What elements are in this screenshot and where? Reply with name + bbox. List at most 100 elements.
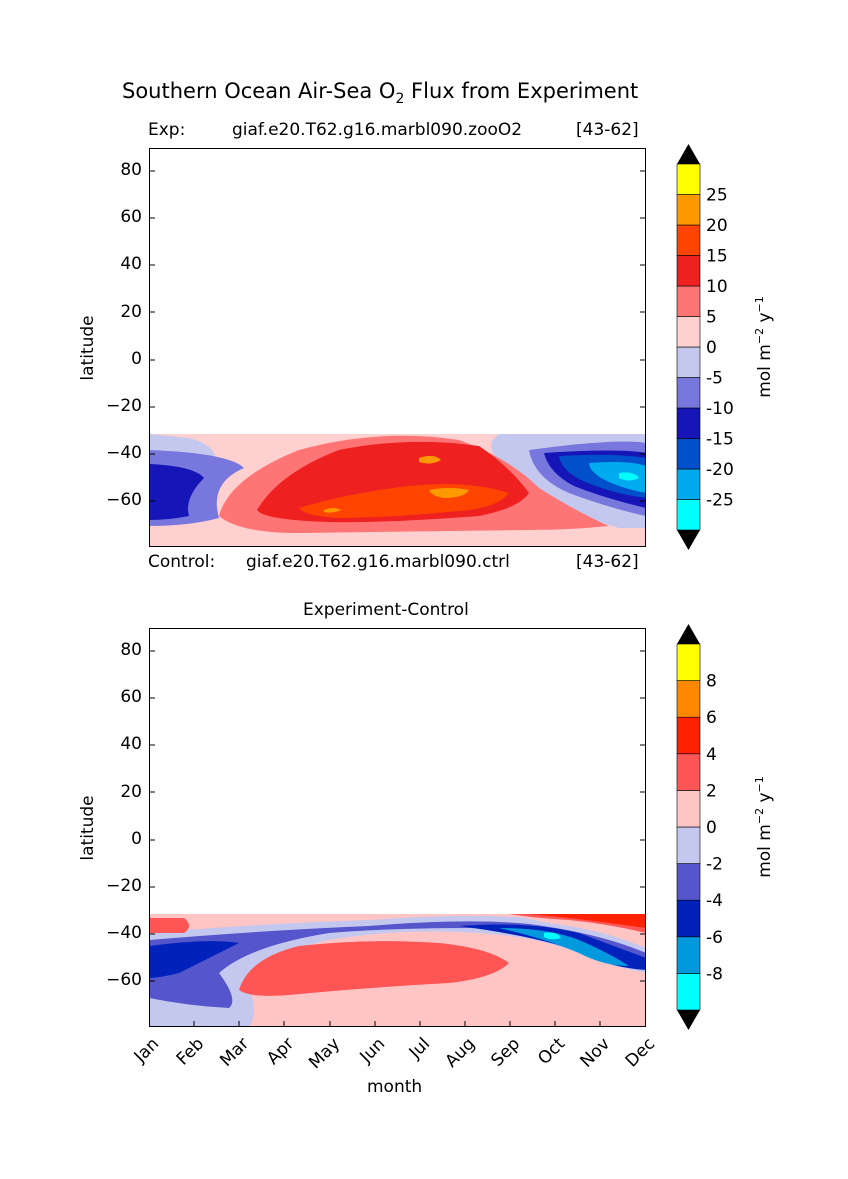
colorbar-tick-label: -25: [706, 491, 734, 511]
colorbar-segment: [676, 899, 701, 938]
bottom-contour-plot: [149, 628, 646, 1027]
colorbar-tick-label: -4: [706, 891, 723, 911]
colorbar-tick-label: -10: [706, 399, 734, 419]
colorbar-under-extend: [677, 1010, 700, 1030]
colorbar-segment: [676, 438, 701, 470]
contour-band: [429, 488, 469, 498]
bottom-ytick: −20: [106, 876, 142, 896]
contour-band: [149, 464, 204, 520]
colorbar-segment: [676, 936, 701, 974]
colorbar-segment: [676, 826, 701, 864]
colorbar-segment: [676, 863, 701, 901]
top-ytick: 60: [120, 207, 142, 227]
contour-band: [544, 932, 561, 940]
exp-label: Exp:: [148, 120, 186, 140]
xtick-label: Apr: [263, 1034, 299, 1069]
contour-band: [419, 455, 441, 464]
colorbar-over-extend: [677, 624, 700, 644]
colorbar-segment: [676, 224, 701, 256]
colorbar-tick-label: 10: [706, 277, 728, 297]
contour-band: [149, 918, 189, 933]
bottom-ytick: 80: [120, 640, 142, 660]
top-ylabel: latitude: [78, 315, 98, 381]
colorbar-segment: [676, 753, 701, 791]
colorbar-segment: [676, 790, 701, 828]
control-label: Control:: [148, 552, 216, 572]
colorbar-tick-label: -6: [706, 928, 723, 948]
bottom-plot-frame: [149, 628, 646, 1027]
top-ytick: 20: [120, 302, 142, 322]
bottom-ytick: −60: [106, 970, 142, 990]
bottom-ytick: 20: [120, 782, 142, 802]
colorbar-segment: [676, 163, 701, 195]
colorbar-tick-label: 0: [706, 818, 717, 838]
xtick-label: Mar: [216, 1034, 254, 1071]
xtick-label: Dec: [621, 1034, 660, 1072]
colorbar-tick-label: -15: [706, 430, 734, 450]
top-contour-fills: [149, 434, 646, 547]
colorbar-segment: [676, 973, 701, 1011]
contour-band: [239, 941, 509, 996]
colorbar-segment: [676, 285, 701, 317]
control-years: [43-62]: [576, 552, 639, 572]
top-ytick: −40: [106, 443, 142, 463]
colorbar-tick-label: 25: [706, 186, 728, 206]
top-axis-ticks: [149, 170, 646, 502]
contour-band: [324, 508, 341, 513]
colorbar-over-extend: [677, 144, 700, 164]
control-name: giaf.e20.T62.g16.marbl090.ctrl: [246, 552, 510, 572]
colorbar-segment: [676, 468, 701, 500]
top-contour-plot: [149, 148, 646, 547]
diff-panel-title: Experiment-Control: [303, 600, 469, 620]
bottom-axis-ticks: [149, 650, 646, 1027]
colorbar-segment: [676, 716, 701, 755]
colorbar-segment: [676, 680, 701, 718]
colorbar-tick-label: 5: [706, 308, 717, 328]
colorbar-segment: [676, 255, 701, 287]
colorbar-segment: [676, 377, 701, 409]
bottom-contour-fills: [149, 914, 646, 1027]
top-ytick: 40: [120, 254, 142, 274]
colorbar-segment: [676, 194, 701, 226]
contour-band: [589, 462, 646, 493]
colorbar-segment: [676, 643, 701, 681]
colorbar-label: mol m−2 y−1: [753, 296, 775, 398]
colorbar-tick-label: 2: [706, 781, 717, 801]
bottom-ytick: 60: [120, 687, 142, 707]
top-ytick: 0: [131, 349, 142, 369]
xtick-label: Sep: [487, 1034, 525, 1071]
xtick-label: Oct: [534, 1034, 570, 1069]
contour-band: [149, 921, 646, 1008]
bottom-colorbar: -8 -6 -4 -2 0 2 4 6 8 mol m−2 y−1: [676, 624, 775, 1030]
xtick-label: Nov: [576, 1034, 615, 1072]
colorbar-tick-label: 4: [706, 745, 717, 765]
colorbar-segment: [676, 316, 701, 348]
colorbar-tick-label: -20: [706, 460, 734, 480]
xtick-label: Jul: [405, 1034, 435, 1063]
top-ytick: −20: [106, 396, 142, 416]
bottom-ytick: −40: [106, 923, 142, 943]
colorbar-segment: [676, 499, 701, 531]
figure-title-subscript: 2: [395, 91, 405, 108]
contour-band: [149, 941, 239, 978]
colorbar-tick-label: 8: [706, 672, 717, 692]
colorbar-tick-label: 0: [706, 338, 717, 358]
colorbar-tick-label: 15: [706, 247, 728, 267]
contour-band: [619, 472, 639, 481]
bottom-ytick: 0: [131, 829, 142, 849]
colorbar-tick-label: -8: [706, 964, 723, 984]
figure-title: Southern Ocean Air-Sea O2 Flux from Expe…: [122, 79, 638, 107]
top-ytick: −60: [106, 490, 142, 510]
xtick-label: May: [305, 1034, 345, 1074]
xtick-label: Jun: [356, 1034, 390, 1067]
colorbar-tick-label: 20: [706, 216, 728, 236]
contour-band: [529, 914, 646, 928]
colorbar-segment: [676, 407, 701, 439]
top-plot-frame: [149, 148, 646, 547]
bottom-xlabel: month: [367, 1077, 423, 1097]
colorbar-segment: [676, 346, 701, 378]
top-ytick: 80: [120, 160, 142, 180]
figure-title-main: Southern Ocean Air-Sea O: [122, 79, 396, 103]
colorbar-under-extend: [677, 530, 700, 550]
colorbar-tick-label: 6: [706, 708, 717, 728]
